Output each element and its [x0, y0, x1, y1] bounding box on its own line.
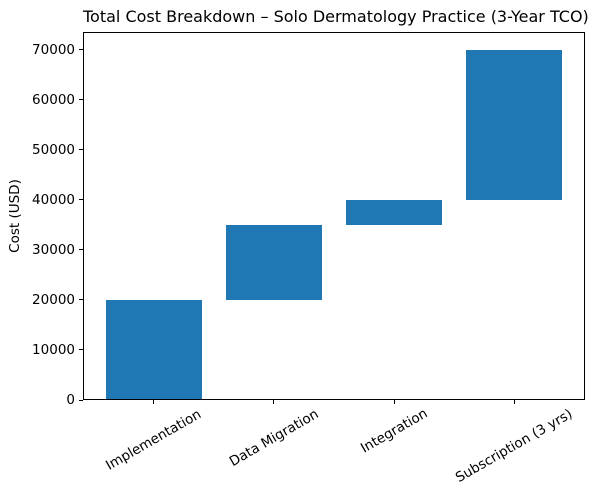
bar-implementation	[105, 299, 202, 400]
x-tick-label: Integration	[358, 405, 431, 457]
x-tick-label: Subscription (3 yrs)	[452, 405, 576, 486]
chart-title: Total Cost Breakdown – Solo Dermatology …	[83, 7, 589, 26]
x-tick-label: Implementation	[103, 405, 205, 474]
y-tick-mark	[79, 149, 83, 151]
y-tick-label: 50000	[32, 141, 75, 158]
y-tick-mark	[79, 299, 83, 301]
bar-data-migration	[225, 224, 322, 300]
y-tick-mark	[79, 349, 83, 351]
y-tick-label: 0	[66, 392, 75, 408]
y-tick-label: 30000	[32, 241, 75, 258]
y-tick-label: 70000	[32, 41, 75, 58]
bar-subscription-3-yrs	[466, 49, 563, 200]
bar-integration	[346, 199, 443, 225]
y-tick-mark	[79, 399, 83, 401]
y-tick-label: 20000	[32, 291, 75, 308]
y-tick-label: 10000	[32, 341, 75, 358]
y-tick-mark	[79, 249, 83, 251]
x-tick-mark	[393, 400, 395, 404]
y-tick-label: 60000	[32, 91, 75, 108]
x-tick-mark	[153, 400, 155, 404]
y-tick-mark	[79, 49, 83, 51]
plot-area	[83, 32, 585, 400]
y-tick-label: 40000	[32, 191, 75, 208]
x-tick-mark	[273, 400, 275, 404]
y-tick-mark	[79, 99, 83, 101]
y-tick-mark	[79, 199, 83, 201]
x-tick-mark	[513, 400, 515, 404]
x-tick-label: Data Migration	[226, 405, 322, 470]
